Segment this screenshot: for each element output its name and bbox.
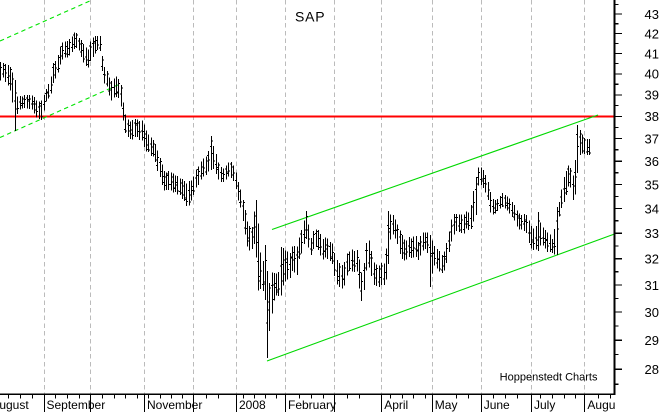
svg-text:2008: 2008 — [239, 398, 266, 412]
svg-text:32: 32 — [645, 252, 659, 267]
svg-text:39: 39 — [645, 88, 659, 103]
svg-text:33: 33 — [645, 226, 659, 241]
svg-text:36: 36 — [645, 154, 659, 169]
svg-text:34: 34 — [645, 201, 659, 216]
svg-text:28: 28 — [645, 362, 659, 377]
svg-text:August: August — [0, 398, 29, 412]
svg-text:29: 29 — [645, 333, 659, 348]
svg-text:Hoppenstedt Charts: Hoppenstedt Charts — [500, 371, 598, 383]
svg-text:SAP: SAP — [295, 9, 325, 25]
svg-text:30: 30 — [645, 305, 659, 320]
svg-text:38: 38 — [645, 109, 659, 124]
svg-text:April: April — [384, 398, 408, 412]
svg-text:43: 43 — [645, 7, 659, 22]
svg-text:May: May — [435, 398, 458, 412]
svg-text:40: 40 — [645, 67, 659, 82]
svg-text:Augu: Augu — [587, 398, 615, 412]
svg-text:November: November — [147, 398, 202, 412]
svg-text:31: 31 — [645, 278, 659, 293]
svg-text:37: 37 — [645, 131, 659, 146]
svg-text:41: 41 — [645, 46, 659, 61]
svg-text:June: June — [484, 398, 510, 412]
svg-text:February: February — [288, 398, 336, 412]
svg-text:July: July — [534, 398, 555, 412]
svg-text:September: September — [47, 398, 106, 412]
svg-text:42: 42 — [645, 26, 659, 41]
svg-text:35: 35 — [645, 177, 659, 192]
